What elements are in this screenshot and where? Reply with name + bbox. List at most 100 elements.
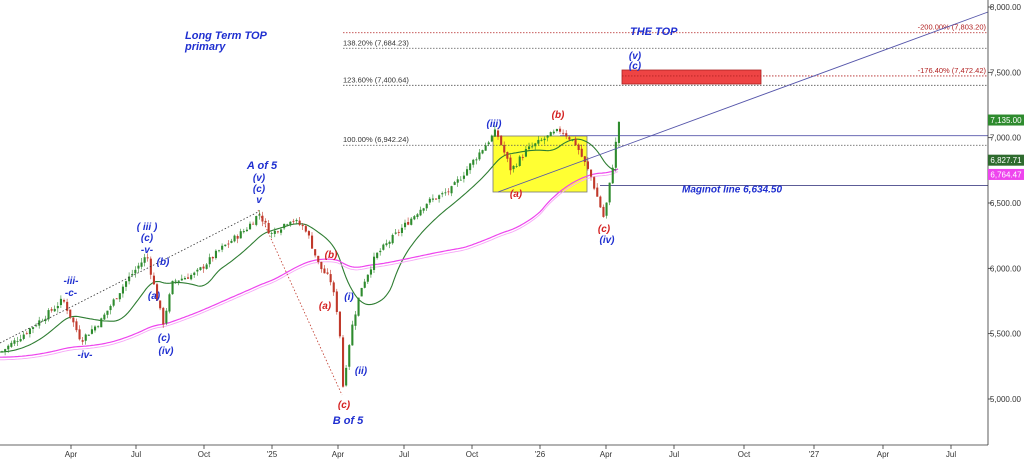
candle-body — [69, 309, 72, 318]
candle-body — [540, 139, 543, 141]
candle-body — [323, 268, 326, 274]
wave-label: Long Term TOP — [185, 30, 268, 42]
x-tick-label: Jul — [399, 450, 409, 459]
candle-body — [332, 282, 335, 293]
candle-body — [4, 349, 7, 352]
candle-body — [118, 293, 121, 300]
wave-label: (i) — [344, 292, 354, 303]
candle-body — [19, 339, 22, 342]
candle-body — [32, 327, 35, 329]
candle-body — [50, 309, 53, 311]
candle-body — [391, 234, 394, 244]
price-tag — [988, 114, 1024, 126]
candle-body — [369, 269, 372, 275]
wave-label: (iv) — [159, 346, 175, 357]
candle-body — [348, 345, 351, 367]
candle-body — [484, 145, 487, 151]
candle-body — [524, 149, 527, 157]
candle-body — [574, 138, 577, 146]
x-tick-label: Oct — [738, 450, 751, 459]
candle-body — [599, 196, 602, 208]
candle-body — [171, 280, 174, 295]
price-labels: 7,135.00 6,827.71 6,764.47 — [988, 114, 1024, 180]
candle-body — [559, 128, 562, 132]
candle-body — [590, 169, 593, 177]
candle-body — [462, 175, 465, 179]
candle-body — [614, 141, 617, 168]
candle-body — [422, 208, 425, 211]
wave-label: (c) — [158, 333, 171, 344]
wave-label: ( iii ) — [137, 222, 158, 233]
candle-body — [404, 222, 407, 228]
candle-body — [276, 231, 279, 233]
wave-label: A of 5 — [246, 160, 278, 172]
candle-body — [546, 135, 549, 138]
level-label: -200.00% (7,803.20) — [918, 23, 987, 32]
candle-body — [264, 220, 267, 223]
candle-body — [611, 167, 614, 184]
candle-body — [298, 220, 301, 225]
ma-short-line — [0, 138, 619, 353]
candle-body — [252, 223, 255, 225]
candle-body — [382, 244, 385, 250]
candle-body — [146, 257, 149, 259]
candle-body — [562, 132, 565, 134]
candle-body — [295, 219, 298, 222]
candle-body — [335, 291, 338, 312]
candle-body — [128, 276, 131, 282]
wave-label: (v) — [253, 173, 266, 184]
candle-body — [106, 310, 109, 315]
candle-body — [400, 227, 403, 233]
candle-body — [286, 224, 289, 226]
candle-body — [162, 307, 165, 325]
candle-body — [351, 324, 354, 346]
candle-body — [342, 337, 345, 387]
candle-body — [571, 139, 574, 141]
candle-body — [475, 159, 478, 161]
candle-body — [388, 241, 391, 244]
fib-levels: 138.20% (7,684.23) 123.60% (7,400.64) 100.… — [343, 23, 988, 195]
candle-body — [450, 186, 453, 194]
wave-label: (iii) — [487, 119, 503, 130]
candle-body — [503, 145, 506, 153]
candle-body — [500, 135, 503, 145]
candle-body — [125, 281, 128, 287]
candle-body — [506, 151, 509, 159]
wave-label: (c) — [141, 233, 154, 244]
wave-label: (c) — [598, 224, 611, 235]
candle-body — [379, 250, 382, 253]
candle-body — [549, 132, 552, 137]
candle-body — [205, 264, 208, 269]
candle-body — [512, 165, 515, 170]
wave-label: (c) — [338, 400, 351, 411]
candle-body — [534, 143, 537, 147]
candle-body — [131, 273, 134, 276]
candle-body — [407, 222, 410, 225]
price-tag-label: 6,827.71 — [990, 156, 1022, 165]
candle-body — [472, 159, 475, 165]
candle-body — [515, 166, 518, 167]
candle-body — [165, 310, 168, 324]
candle-body — [7, 345, 10, 350]
candle-body — [596, 187, 599, 197]
candle-body — [456, 179, 459, 183]
candle-body — [208, 257, 211, 265]
candle-body — [242, 231, 245, 233]
level-label: Maginot line 6,634.50 — [682, 184, 782, 195]
candle-body — [444, 192, 447, 194]
candle-body — [447, 191, 450, 193]
candle-body — [177, 280, 180, 282]
candle-body — [137, 265, 140, 269]
candle-body — [577, 144, 580, 151]
candle-body — [283, 223, 286, 229]
candle-body — [193, 272, 196, 276]
candle-body — [435, 198, 438, 200]
candle-body — [78, 329, 81, 340]
x-tick-label: Jul — [131, 450, 141, 459]
highlight-boxes — [492, 69, 762, 193]
candle-body — [360, 287, 363, 297]
candle-body — [366, 274, 369, 282]
consolidation-box — [492, 135, 588, 193]
candle-body — [25, 333, 28, 335]
